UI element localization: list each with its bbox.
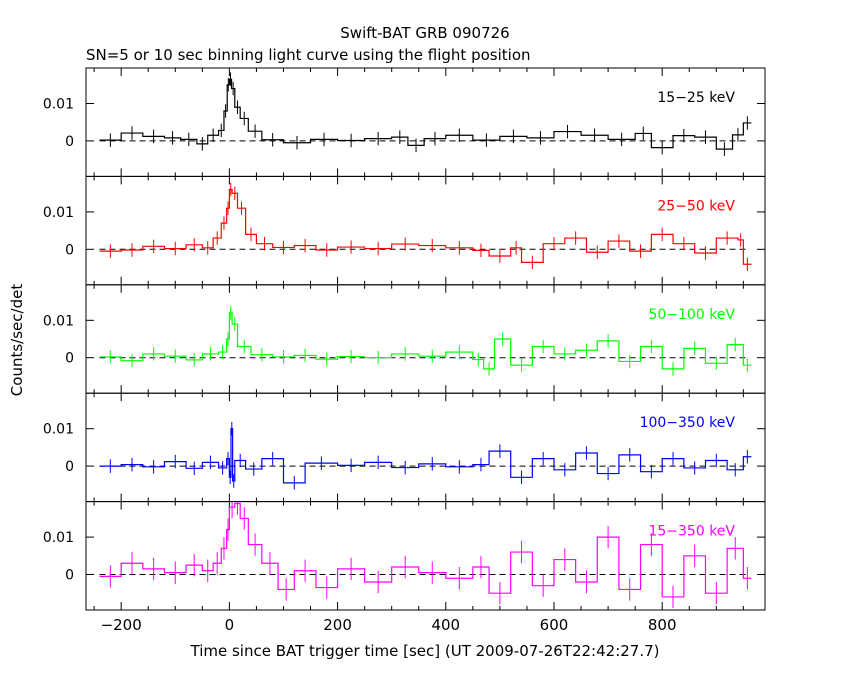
series-group <box>99 72 752 156</box>
y-axis-label: Counts/sec/det <box>8 284 26 397</box>
x-tick-label: 600 <box>540 616 569 634</box>
panel-frame <box>85 501 766 611</box>
series-line <box>99 78 752 150</box>
x-tick-label: 400 <box>431 616 460 634</box>
x-tick-label: 200 <box>323 616 352 634</box>
x-tick-labels: −200 0 200 400 600 800 <box>101 616 677 634</box>
y-tick-label: 0.01 <box>43 530 74 546</box>
series-group <box>99 501 752 609</box>
y-tick-label: 0 <box>65 351 74 367</box>
panel-frame <box>85 175 766 286</box>
panel-0: 0 0.01 15−25 keV <box>43 67 766 177</box>
panel-frame <box>85 392 766 503</box>
band-label: 100−350 keV <box>640 415 736 431</box>
panels-group: 0 0.01 15−25 keV 0 0.01 25−50 keV 0 0.01 50−100 … <box>43 67 766 611</box>
chart-subtitle: SN=5 or 10 sec binning light curve using… <box>86 46 531 64</box>
y-tick-label: 0.01 <box>43 422 74 438</box>
panel-frame <box>85 284 766 394</box>
x-axis-label: Time since BAT trigger time [sec] (UT 20… <box>190 642 660 660</box>
panel-1: 0 0.01 25−50 keV <box>43 175 766 286</box>
y-tick-label: 0.01 <box>43 205 74 221</box>
panel-3: 0 0.01 100−350 keV <box>43 392 766 503</box>
y-tick-label: 0 <box>65 567 74 583</box>
series-group <box>99 421 752 490</box>
panel-frame <box>85 67 766 177</box>
band-label: 50−100 keV <box>648 307 735 323</box>
y-tick-label: 0.01 <box>43 313 74 329</box>
series-group <box>99 182 752 271</box>
band-label: 15−25 keV <box>657 90 735 106</box>
series-line <box>99 188 752 265</box>
x-tick-label: −200 <box>101 616 142 634</box>
series-line <box>99 502 752 598</box>
series-line <box>99 428 752 484</box>
y-tick-label: 0 <box>65 134 74 150</box>
y-tick-label: 0.01 <box>43 97 74 113</box>
series-group <box>99 306 752 376</box>
band-label: 25−50 keV <box>657 198 735 214</box>
y-tick-label: 0 <box>65 459 74 475</box>
band-label: 15−350 keV <box>648 524 735 540</box>
x-tick-label: 0 <box>225 616 235 634</box>
y-tick-label: 0 <box>65 242 74 258</box>
x-tick-label: 800 <box>648 616 677 634</box>
chart-title: Swift-BAT GRB 090726 <box>340 24 509 42</box>
panel-4: 0 0.01 15−350 keV <box>43 501 766 611</box>
panel-2: 0 0.01 50−100 keV <box>43 284 766 394</box>
